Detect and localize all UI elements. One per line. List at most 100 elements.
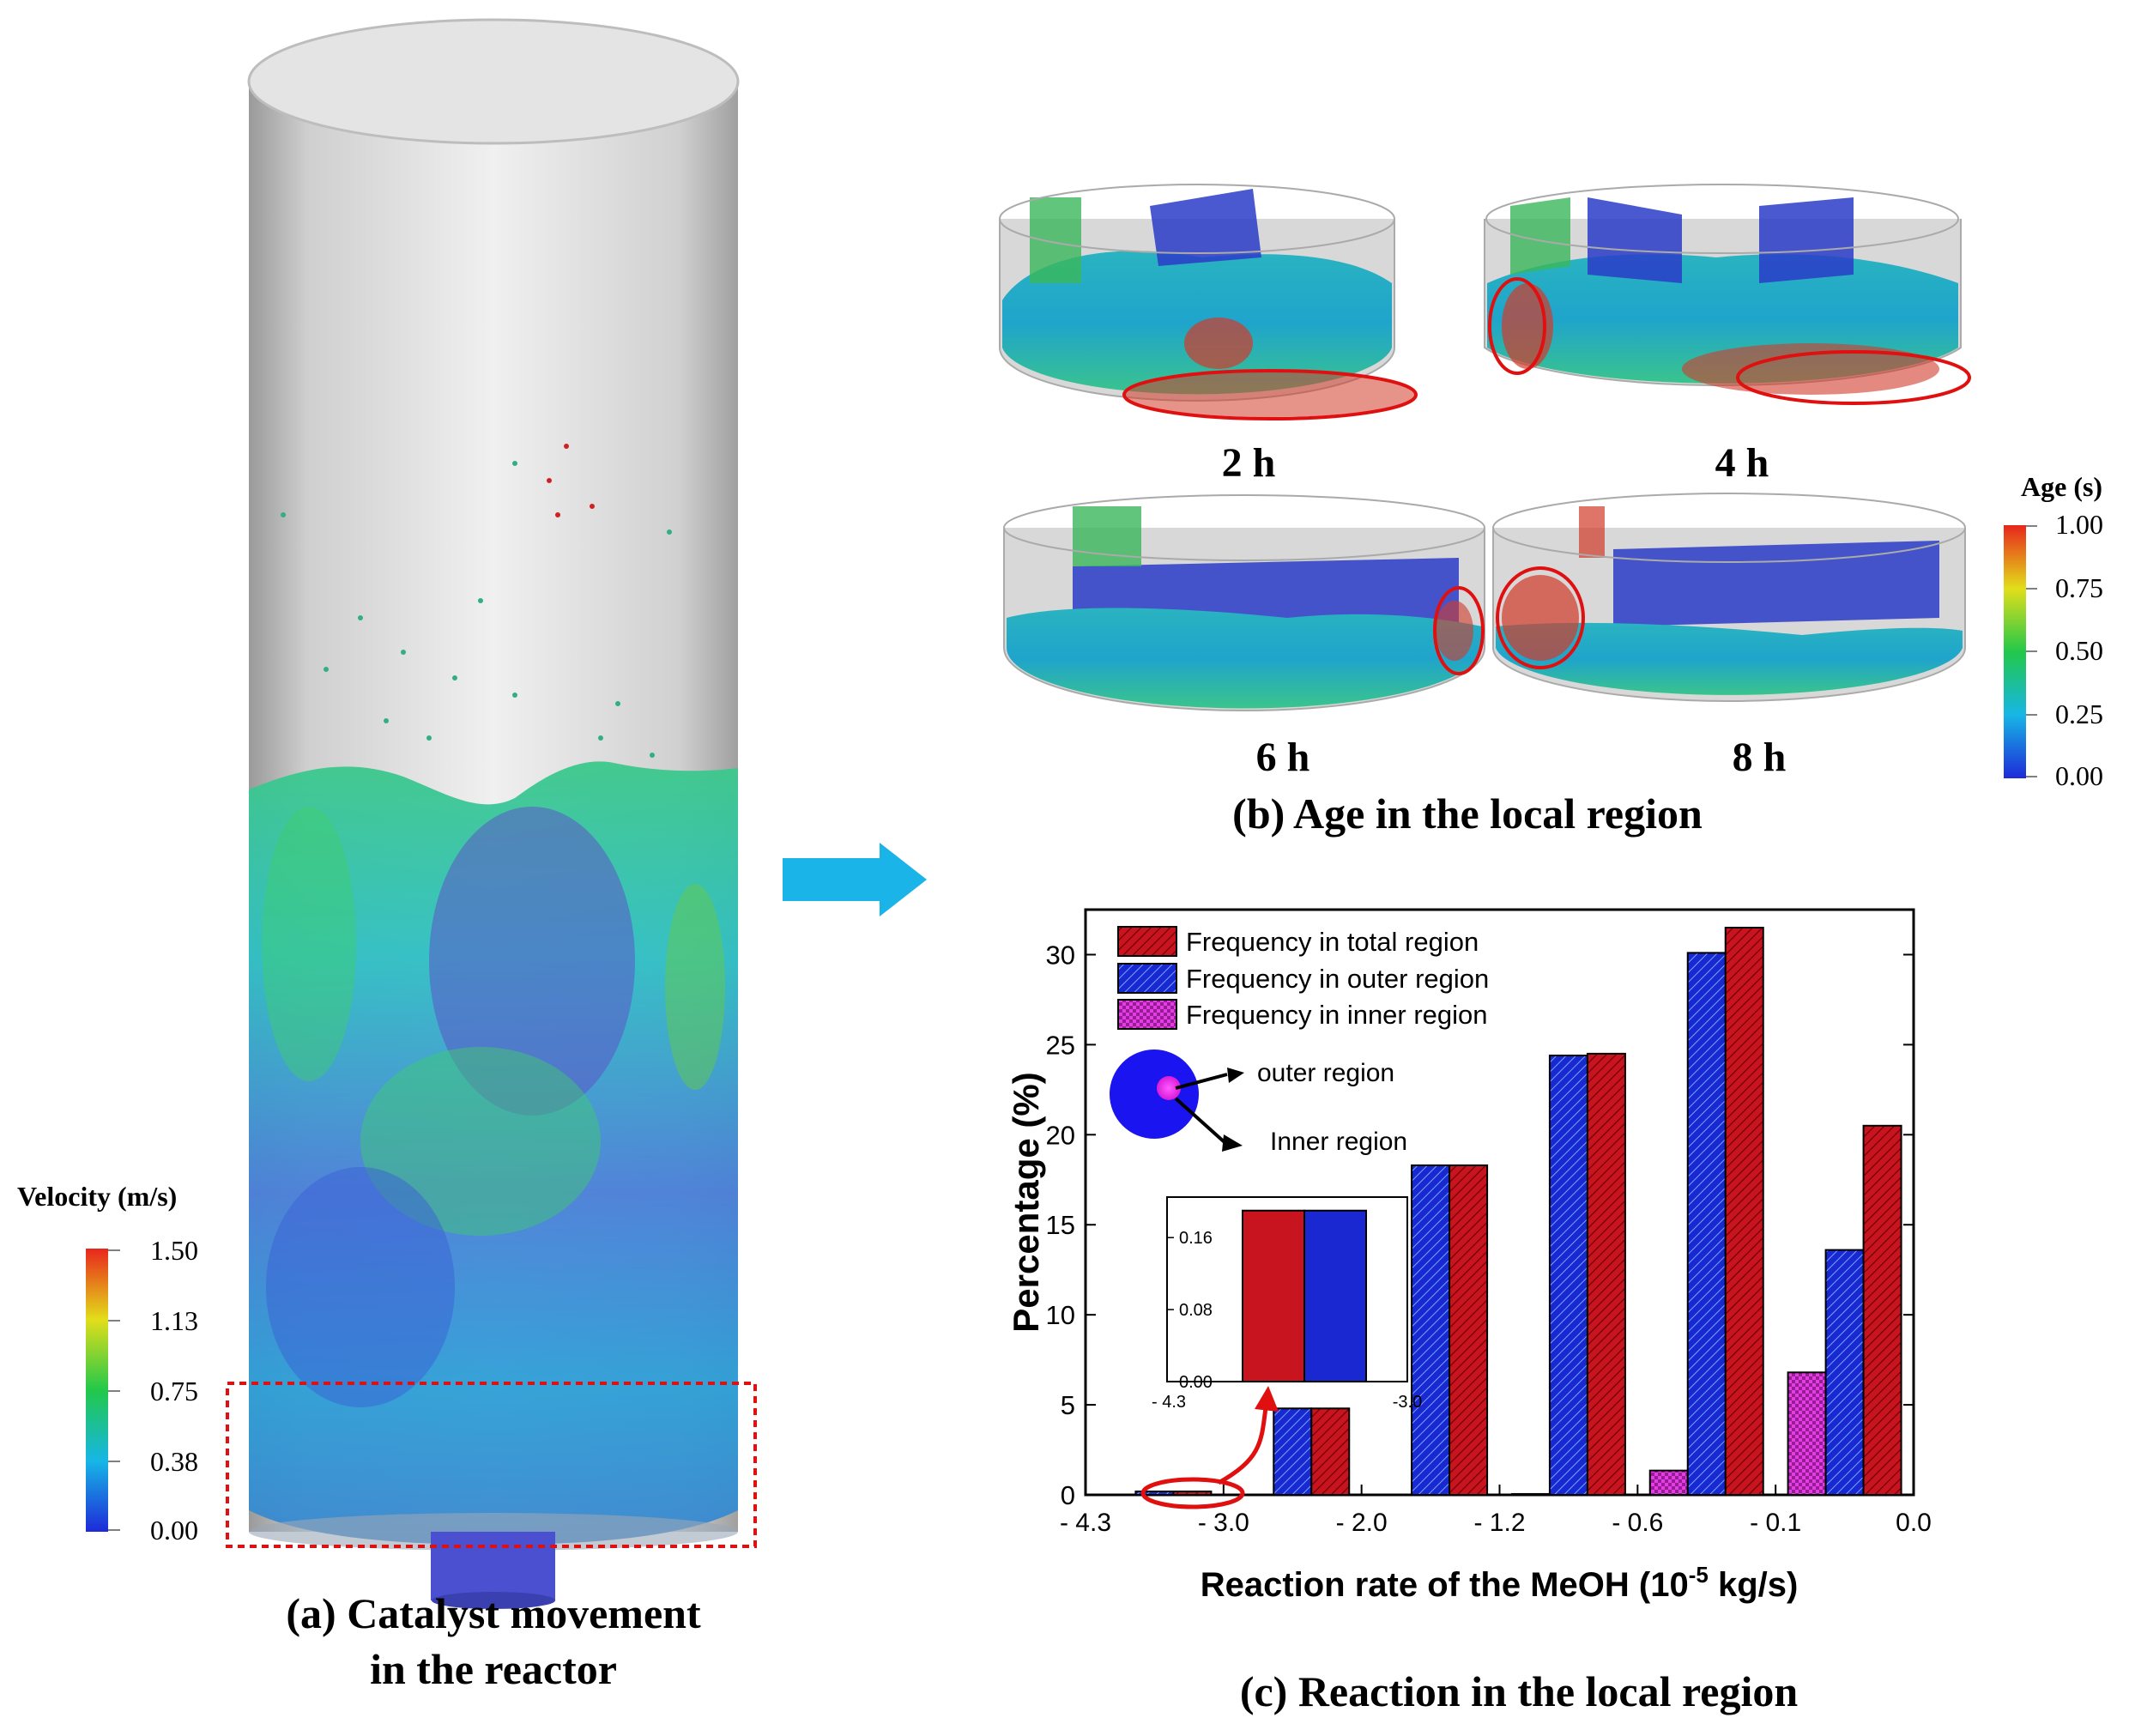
x-tick-label: - 1.2 [1473,1509,1525,1537]
x-tick-label: - 3.0 [1198,1509,1249,1537]
velocity-tick-label: 0.00 [150,1515,198,1545]
age-tick-label: 0.25 [2055,699,2103,729]
inset-y-tick-label: 0.00 [1179,1373,1213,1392]
inset-content: 0.00 0.08 0.16 [1167,1209,1367,1392]
snapshot-label: 6 h [1256,735,1310,780]
inset-x-tick: - 4.3 [1152,1393,1186,1412]
arrow-icon [1255,1386,1279,1412]
legend-swatch-inner [1117,999,1177,1030]
age-colorbar [2004,525,2026,778]
velocity-colorbar-ticks [108,1249,120,1531]
legend-swatch-outer [1117,963,1177,994]
legend-label: Frequency in outer region [1186,964,1489,994]
x-axis-title: Reaction rate of the MeOH (10-5 kg/s) [1201,1562,1799,1604]
panel-a-caption: in the reactor [370,1645,617,1693]
snapshot-8h [1492,493,1966,702]
inset-y-tick-label: 0.16 [1179,1229,1213,1248]
snapshot-label: 4 h [1715,440,1769,486]
x-tick-label: - 0.6 [1612,1509,1663,1537]
bar-outer [1686,952,1727,1496]
bar-outer [1548,1054,1588,1496]
x-tick-label: 0.0 [1896,1509,1932,1537]
panel-b-caption: (b) Age in the local region [1232,789,1703,838]
snapshot-label: 2 h [1222,440,1276,486]
zoom-inset: 0.00 0.08 0.16 - 4.3 -3.0 [1152,1196,1422,1412]
bar-outer [1273,1407,1313,1496]
age-tick-label: 1.00 [2055,509,2103,540]
highlight-ellipse [1433,586,1485,675]
highlight-ellipse [1122,369,1418,420]
bed-blue-zone [266,1167,455,1407]
highlight-ellipse [1124,372,1416,417]
region-schematic: outer region Inner region [1110,1049,1407,1156]
panel-a: Velocity (m/s) 1.50 1.13 0.75 0.38 0.00 … [17,18,757,1693]
velocity-tick-label: 0.38 [150,1446,198,1477]
velocity-tick-label: 1.13 [150,1305,198,1336]
legend-label: Frequency in total region [1186,927,1479,957]
x-tick-label: - 0.1 [1750,1509,1801,1537]
age-colorbar-title: Age (s) [2021,471,2102,502]
legend-label: Frequency in inner region [1186,1000,1488,1030]
x-tick-label: - 4.3 [1060,1509,1111,1537]
bar-outer [1411,1164,1451,1497]
bars [1134,926,1902,1497]
bar-total [1310,1407,1351,1496]
inset-y-tick-label: 0.08 [1179,1301,1213,1320]
snapshot-2h [999,184,1418,420]
age-tick-label: 0.00 [2055,760,2103,791]
x-axis-title-sup: -5 [1689,1562,1709,1588]
arrow-icon [783,843,927,916]
inner-region-disc [1157,1076,1181,1100]
bed-blue-zone [429,807,635,1116]
reactor-top [247,18,740,145]
highlight-ellipse [1488,277,1546,375]
bar-outer [1824,1249,1865,1497]
velocity-colorbar [86,1249,108,1532]
y-tick-label: 0 [1061,1480,1075,1510]
bar-inner [1787,1371,1827,1496]
bar-inner [1510,1492,1551,1497]
outlet-pipe-end [432,1592,555,1609]
y-tick-label: 25 [1046,1030,1075,1060]
snapshot-4h [1484,184,1971,405]
panel-a-caption: (a) Catalyst movement [286,1589,701,1637]
local-region-box [226,1382,757,1548]
bar-total [1449,1164,1489,1497]
y-tick-label: 10 [1046,1300,1075,1330]
arrow-icon [1222,1134,1243,1152]
bed-green-zone [262,807,356,1081]
outlet-pipe [431,1532,555,1600]
highlight-ellipse [1496,566,1585,669]
panel-c-caption: (c) Reaction in the local region [1240,1667,1799,1715]
bar-inner [1648,1469,1689,1497]
outer-region-label: outer region [1257,1059,1394,1087]
inset-bar-outer [1303,1209,1367,1382]
inset-bar-total [1242,1209,1305,1382]
age-tick-label: 0.75 [2055,572,2103,603]
bar-total [1586,1052,1626,1496]
y-tick-label: 5 [1061,1390,1075,1420]
snapshot-label: 8 h [1733,735,1787,780]
x-axis-title-main: Reaction rate of the MeOH (10 [1201,1566,1689,1604]
bar-total [1172,1491,1213,1497]
y-tick-label: 30 [1046,940,1075,970]
panel-b: 2 h 4 h 6 h [999,184,2103,838]
velocity-tick-label: 1.50 [150,1235,198,1266]
legend-swatch-total [1117,926,1177,957]
bed-green-zone [665,884,725,1090]
bar-total [1862,1124,1902,1497]
arrow-icon [1227,1068,1244,1083]
bar-total [1724,926,1764,1496]
outer-region-disc [1110,1049,1199,1139]
bed-green-zone [360,1047,601,1236]
x-axis-title-tail: kg/s) [1709,1566,1798,1604]
zoom-connector [1217,1406,1268,1485]
y-axis: 0 5 10 15 20 25 30 [1046,940,1914,1510]
age-colorbar-ticks [2026,525,2037,777]
zoom-highlight-ellipse [1140,1477,1245,1509]
scattered-particles [281,444,672,758]
y-tick-label: 15 [1046,1210,1075,1240]
age-tick-label: 0.50 [2055,635,2103,666]
